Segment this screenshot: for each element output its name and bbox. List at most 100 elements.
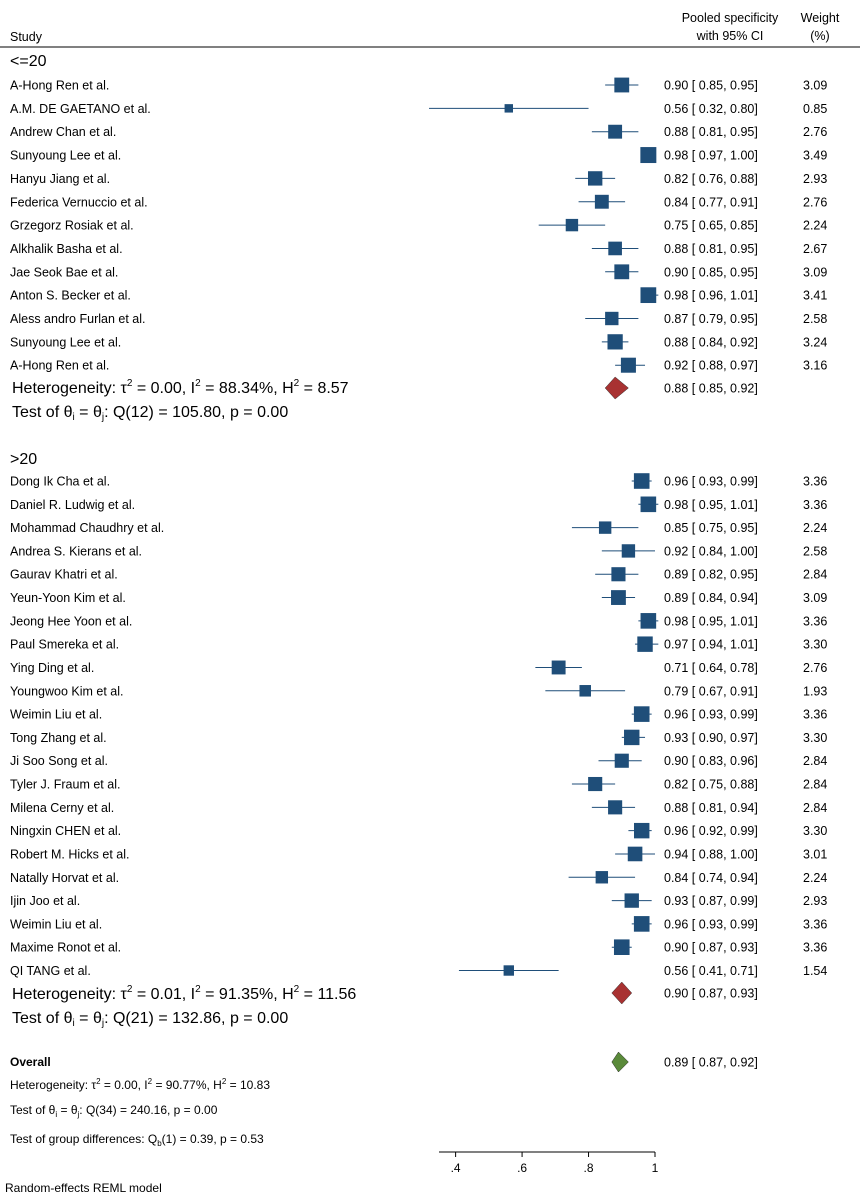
group-diff-prefix: Test of group differences: Q	[10, 1132, 157, 1146]
study-ci-text: 0.84 [ 0.74, 0.94]	[664, 871, 758, 885]
study-marker	[598, 521, 612, 534]
overall-het-tau-value: 0.00	[114, 1078, 138, 1092]
weight-column-header-line1: Weight	[801, 11, 840, 25]
estimate-column-header-line2: with 95% CI	[696, 29, 764, 43]
x-tick-label: .6	[517, 1161, 527, 1175]
study-name: Aless andro Furlan et al.	[10, 312, 146, 326]
study-weight: 2.84	[803, 778, 827, 792]
weight-column-header-line2: (%)	[810, 29, 829, 43]
study-ci-text: 0.96 [ 0.92, 0.99]	[664, 824, 758, 838]
study-name: Ji Soo Song et al.	[10, 754, 108, 768]
study-ci-text: 0.89 [ 0.84, 0.94]	[664, 591, 758, 605]
study-weight: 3.09	[803, 591, 827, 605]
study-ci-text: 0.92 [ 0.88, 0.97]	[664, 359, 758, 373]
study-marker	[605, 311, 619, 326]
study-marker	[594, 194, 609, 209]
study-ci-text: 0.90 [ 0.87, 0.93]	[664, 941, 758, 955]
study-marker	[595, 871, 609, 884]
study-name: Paul Smereka et al.	[10, 638, 119, 652]
study-weight: 2.58	[803, 312, 827, 326]
study-weight: 3.36	[803, 475, 827, 489]
study-weight: 3.09	[803, 265, 827, 279]
overall-test-sub-i: i	[55, 1110, 57, 1119]
het-i-value: = 88.34%, H	[201, 380, 294, 397]
study-marker	[608, 241, 622, 256]
overall-test-sub-j: j	[77, 1110, 80, 1119]
overall-het-i-eq: =	[152, 1078, 166, 1092]
study-weight: 2.58	[803, 544, 827, 558]
forest-rows: <=20 A-Hong Ren et al. 0.90 [ 0.85, 0.95] 3…	[10, 53, 827, 1073]
estimate-column-header-line1: Pooled specificity	[682, 11, 779, 25]
study-name: Yeun-Yoon Kim et al.	[10, 591, 126, 605]
study-name: Alkhalik Basha et al.	[10, 242, 123, 256]
group-label-1: <=20	[10, 53, 47, 70]
study-name: Gaurav Khatri et al.	[10, 568, 118, 582]
study-weight: 2.24	[803, 521, 827, 535]
study-weight: 2.24	[803, 219, 827, 233]
study-marker	[640, 496, 657, 513]
x-axis: .4 .6 .8 1	[439, 1151, 659, 1175]
study-marker	[588, 776, 603, 792]
study-marker	[613, 939, 630, 955]
study-weight: 3.36	[803, 941, 827, 955]
study-weight: 2.84	[803, 754, 827, 768]
het-h-value: = 11.56	[299, 986, 356, 1003]
overall-het-tau-symbol: τ	[91, 1078, 96, 1092]
study-name: Youngwoo Kim et al.	[10, 684, 124, 698]
study-marker	[551, 660, 566, 675]
test-eq: = θ	[75, 404, 102, 421]
overall-label: Overall	[10, 1055, 51, 1069]
overall-het-tau-eq: =	[101, 1078, 115, 1092]
study-marker	[614, 753, 629, 768]
group-label-2: >20	[10, 451, 37, 468]
study-marker	[614, 77, 630, 93]
overall-test-prefix: Test of θ	[10, 1103, 56, 1117]
test-eq: = θ	[75, 1010, 102, 1027]
test-sub-i: i	[72, 412, 74, 423]
study-name: Jeong Hee Yoon et al.	[10, 614, 132, 628]
overall-het-h-eq: =	[226, 1078, 240, 1092]
study-weight: 2.93	[803, 894, 827, 908]
study-marker	[587, 171, 603, 186]
study-ci-text: 0.56 [ 0.41, 0.71]	[664, 964, 758, 978]
study-weight: 3.36	[803, 708, 827, 722]
study-marker	[627, 846, 643, 862]
het-prefix: Heterogeneity:	[12, 380, 121, 397]
study-marker	[640, 613, 657, 629]
study-ci-text: 0.90 [ 0.85, 0.95]	[664, 79, 758, 93]
study-ci-text: 0.90 [ 0.83, 0.96]	[664, 754, 758, 768]
subgroup-heterogeneity: Heterogeneity: τ2 = 0.01, I2 = 91.35%, H…	[12, 984, 356, 1003]
study-ci-text: 0.98 [ 0.95, 1.01]	[664, 498, 758, 512]
study-name: Daniel R. Ludwig et al.	[10, 498, 135, 512]
subgroup-heterogeneity: Heterogeneity: τ2 = 0.00, I2 = 88.34%, H…	[12, 378, 349, 397]
study-ci-text: 0.56 [ 0.32, 0.80]	[664, 102, 758, 116]
study-weight: 3.36	[803, 614, 827, 628]
overall-test-eq: = θ	[57, 1103, 78, 1117]
het-tau-sup: 2	[127, 378, 133, 389]
test-prefix: Test of θ	[12, 404, 73, 421]
study-name: Tyler J. Fraum et al.	[10, 778, 120, 792]
overall-test: Test of θi = θj: Q(34) = 240.16, p = 0.0…	[10, 1103, 218, 1119]
study-marker	[611, 567, 626, 582]
study-name: Mohammad Chaudhry et al.	[10, 521, 164, 535]
het-i-sup: 2	[195, 984, 201, 995]
study-ci-text: 0.96 [ 0.93, 0.99]	[664, 917, 758, 931]
study-marker	[608, 124, 623, 139]
study-name: Ningxin CHEN et al.	[10, 824, 121, 838]
study-weight: 3.36	[803, 917, 827, 931]
study-ci-text: 0.93 [ 0.87, 0.99]	[664, 894, 758, 908]
study-name: Sunyoung Lee et al.	[10, 149, 121, 163]
study-ci-text: 0.87 [ 0.79, 0.95]	[664, 312, 758, 326]
study-marker	[621, 544, 636, 558]
study-name: Andrew Chan et al.	[10, 125, 116, 139]
het-h-sup: 2	[294, 378, 300, 389]
subgroup-ci-text: 0.88 [ 0.85, 0.92]	[664, 382, 758, 396]
study-ci-text: 0.97 [ 0.94, 1.01]	[664, 638, 758, 652]
study-ci-text: 0.93 [ 0.90, 0.97]	[664, 731, 758, 745]
study-ci-text: 0.85 [ 0.75, 0.95]	[664, 521, 758, 535]
overall-het-i-sup: 2	[148, 1077, 153, 1086]
subgroup-test: Test of θi = θj: Q(21) = 132.86, p = 0.0…	[12, 1010, 288, 1029]
overall-diamond	[611, 1051, 629, 1073]
study-name: Andrea S. Kierans et al.	[10, 544, 142, 558]
